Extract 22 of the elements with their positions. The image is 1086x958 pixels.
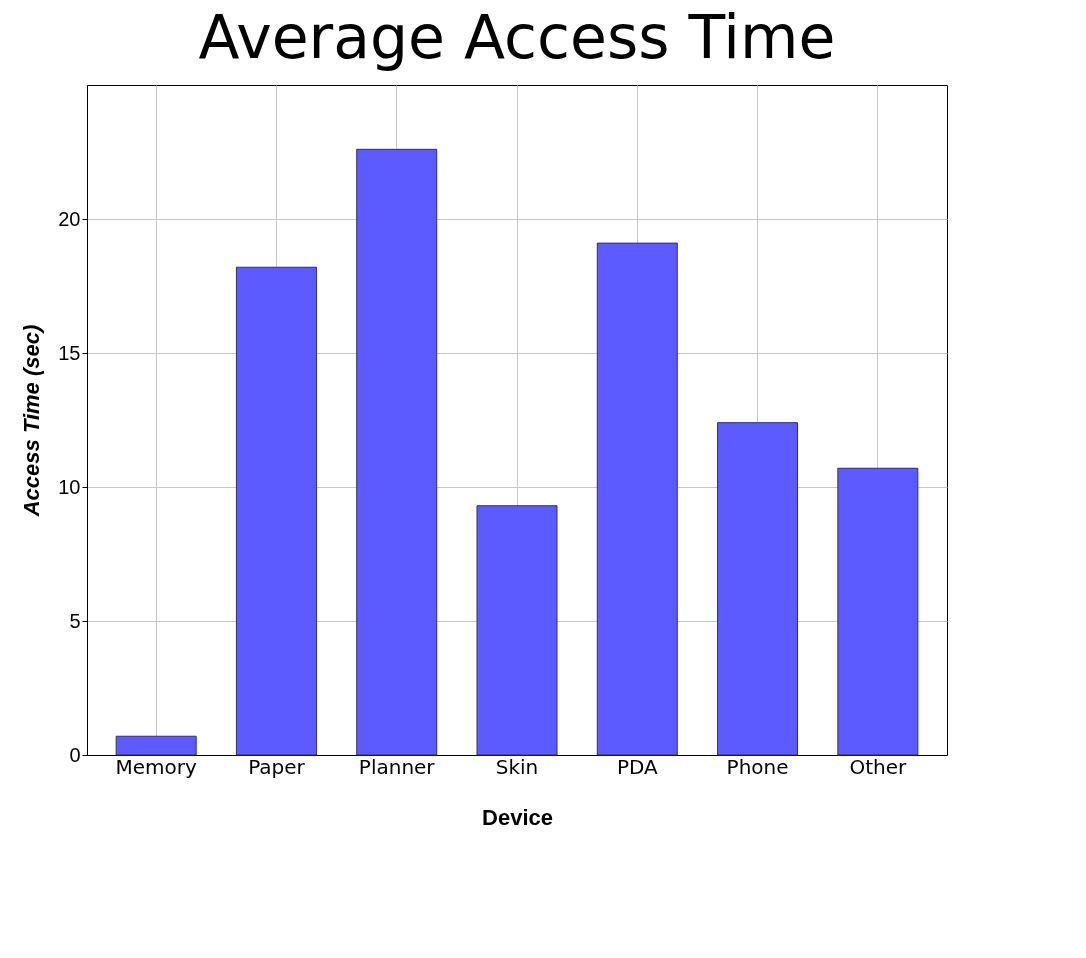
x-tick-label: PDA bbox=[616, 754, 658, 779]
x-tick-label: Planner bbox=[358, 754, 436, 779]
bar bbox=[837, 467, 919, 756]
y-tick-label: 20 bbox=[58, 207, 81, 230]
bar bbox=[717, 422, 799, 756]
x-axis-title: Device bbox=[482, 804, 553, 830]
chart-title: Average Access Time bbox=[198, 2, 836, 72]
y-axis-title: Access Time (sec) bbox=[19, 324, 45, 518]
y-tick-label: 10 bbox=[58, 475, 81, 498]
bar bbox=[356, 148, 438, 756]
x-tick-label: Other bbox=[849, 754, 908, 779]
x-tick-label: Paper bbox=[248, 754, 306, 779]
bar bbox=[596, 242, 678, 756]
x-tick-label: Skin bbox=[495, 754, 539, 779]
x-tick-label: Phone bbox=[726, 754, 789, 779]
y-tick-label: 0 bbox=[69, 743, 81, 766]
bar bbox=[235, 266, 317, 756]
bar bbox=[115, 735, 197, 756]
y-tick-label: 5 bbox=[69, 609, 81, 632]
bar bbox=[476, 505, 558, 756]
y-tick-label: 15 bbox=[58, 341, 81, 364]
x-tick-label: Memory bbox=[115, 754, 197, 779]
